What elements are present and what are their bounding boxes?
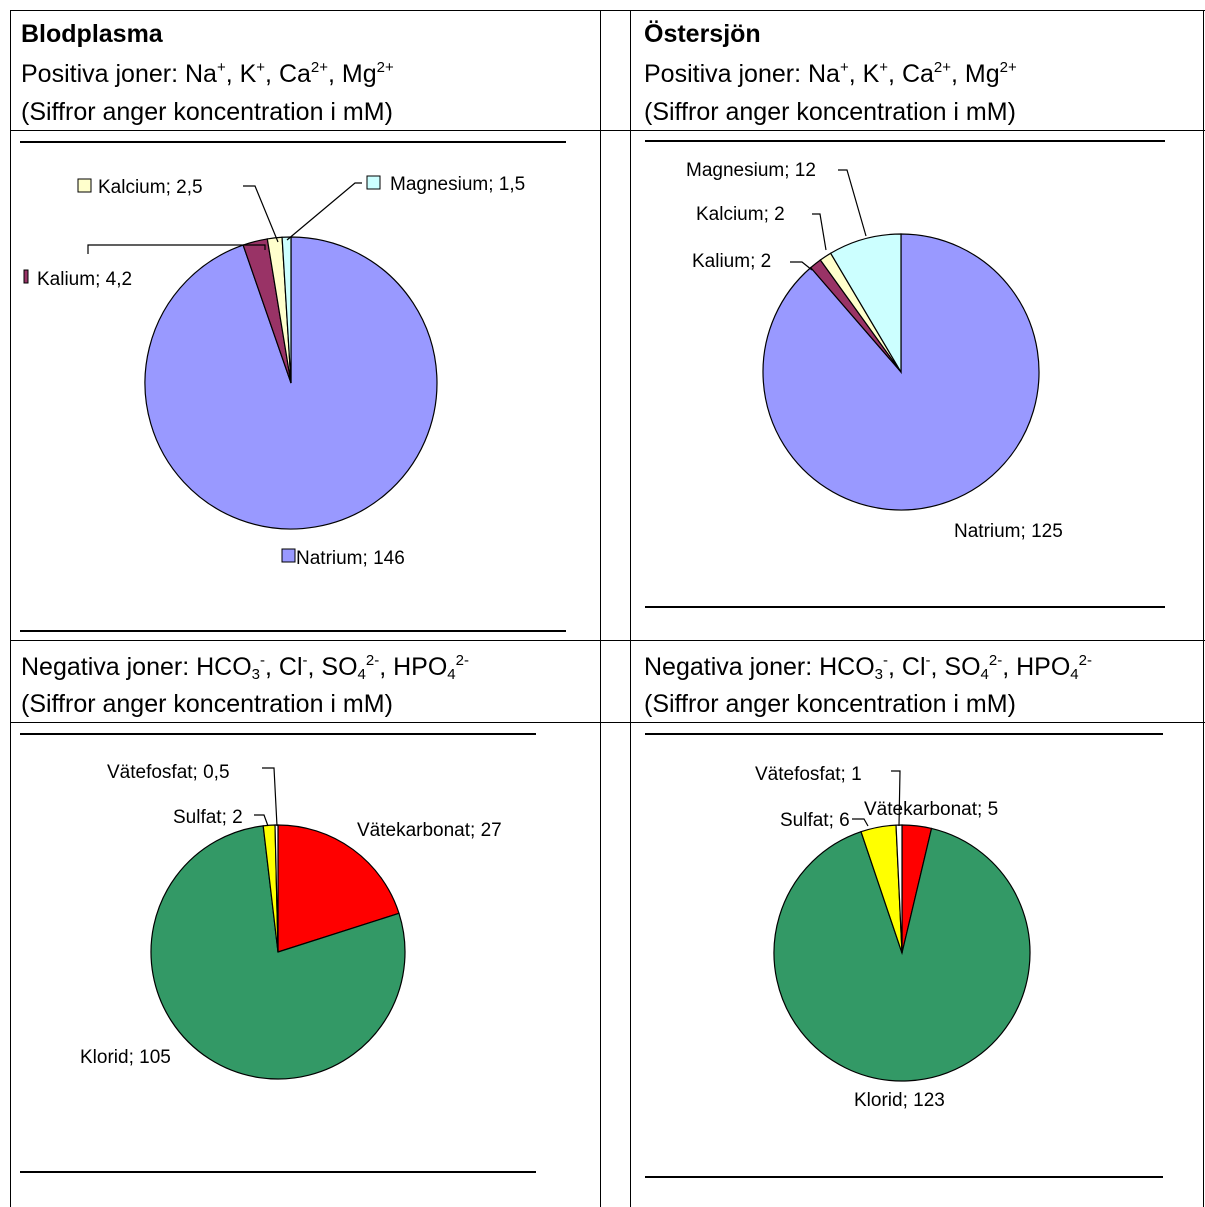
chart3-frame-bottom: [20, 1171, 536, 1173]
right-unit-note-2: (Siffror anger koncentration i mM): [644, 690, 1016, 718]
right-unit-note: (Siffror anger koncentration i mM): [644, 98, 1016, 126]
right-title: Östersjön: [644, 20, 761, 48]
data-label-vätefosfat: Vätefosfat; 1: [755, 764, 862, 785]
legend-key-natrium: [281, 548, 296, 563]
data-label-magnesium: Magnesium; 12: [686, 160, 816, 181]
table-border-right: [1203, 10, 1204, 1207]
leader-line-kalcium: [812, 213, 827, 251]
leader-line-sulfat: [254, 814, 269, 827]
table-border-top: [10, 10, 1205, 11]
leader-line-magnesium: [286, 182, 362, 241]
chart1-frame-top: [20, 141, 566, 143]
right-negative-ions: Negativa joner: HCO3-, Cl-, SO42-, HPO42…: [644, 652, 1092, 683]
data-label-vätekarbonat: Vätekarbonat; 5: [864, 799, 998, 820]
chart3-frame-top: [20, 733, 536, 735]
left-negative-ions: Negativa joner: HCO3-, Cl-, SO42-, HPO42…: [21, 652, 469, 683]
table-divider-2: [630, 10, 631, 1207]
left-positive-ions: Positiva joner: Na+, K+, Ca2+, Mg2+: [21, 59, 394, 88]
pie-slice-klorid: [150, 825, 406, 1080]
chart2-frame-bottom: [645, 606, 1165, 608]
data-label-kalcium: Kalcium; 2,5: [98, 177, 203, 198]
table-border-left: [10, 10, 11, 1207]
data-label-vätefosfat: Vätefosfat; 0,5: [107, 762, 230, 783]
leader-line-vätefosfat: [262, 767, 278, 827]
pie-slice-natrium: [762, 233, 1040, 511]
legend-key-kalcium: [77, 178, 92, 193]
pie-chart-3: Vätekarbonat; 5 Klorid; 123 Sulfat; 6 Vätef…: [755, 764, 1031, 1111]
right-positive-ions: Positiva joner: Na+, K+, Ca2+, Mg2+: [644, 59, 1017, 88]
data-label-klorid: Klorid; 105: [80, 1047, 171, 1068]
data-label-magnesium: Magnesium; 1,5: [390, 174, 525, 195]
data-label-sulfat: Sulfat; 2: [173, 807, 243, 828]
pie-chart-0: Natrium; 146 Kalium; 4,2 Kalcium; 2,5 Magne…: [23, 174, 525, 569]
row-line-2: [10, 640, 1205, 641]
data-label-natrium: Natrium; 125: [954, 521, 1063, 542]
pie-slice-magnesium: [829, 233, 902, 375]
chart2-frame-top: [645, 140, 1165, 142]
leader-line-vätefosfat: [891, 770, 901, 827]
pie-slice-vätekarbonat: [277, 824, 400, 953]
data-label-sulfat: Sulfat; 6: [780, 810, 850, 831]
data-label-natrium: Natrium; 146: [296, 548, 405, 569]
row-line-3: [10, 722, 1205, 723]
pie-chart-2: Vätekarbonat; 27 Klorid; 105 Sulfat; 2 Väte…: [80, 762, 502, 1080]
pie-slice-klorid: [773, 827, 1031, 1082]
left-title: Blodplasma: [21, 20, 163, 48]
chart1-frame-bottom: [20, 630, 566, 632]
leader-line-kalcium: [243, 185, 279, 243]
leader-line-magnesium: [838, 169, 867, 237]
leader-line-kalium: [790, 261, 813, 271]
left-unit-note-2: (Siffror anger koncentration i mM): [21, 690, 393, 718]
legend-key-kalium: [23, 269, 29, 284]
chart4-frame-top: [645, 733, 1163, 735]
leader-line-kalium: [87, 244, 266, 254]
legend-key-magnesium: [366, 175, 381, 190]
left-unit-note: (Siffror anger koncentration i mM): [21, 98, 393, 126]
data-label-kalium: Kalium; 4,2: [37, 269, 132, 290]
pie-chart-1: Natrium; 125 Kalium; 2 Kalcium; 2 Magnesium…: [686, 160, 1063, 542]
data-label-kalcium: Kalcium; 2: [696, 204, 785, 225]
leader-line-sulfat: [852, 818, 869, 827]
data-label-vätekarbonat: Vätekarbonat; 27: [357, 820, 502, 841]
data-label-klorid: Klorid; 123: [854, 1090, 945, 1111]
row-line-1: [10, 130, 1205, 131]
table-divider-1: [600, 10, 601, 1207]
chart4-frame-bottom: [645, 1176, 1163, 1178]
data-label-kalium: Kalium; 2: [692, 251, 771, 272]
